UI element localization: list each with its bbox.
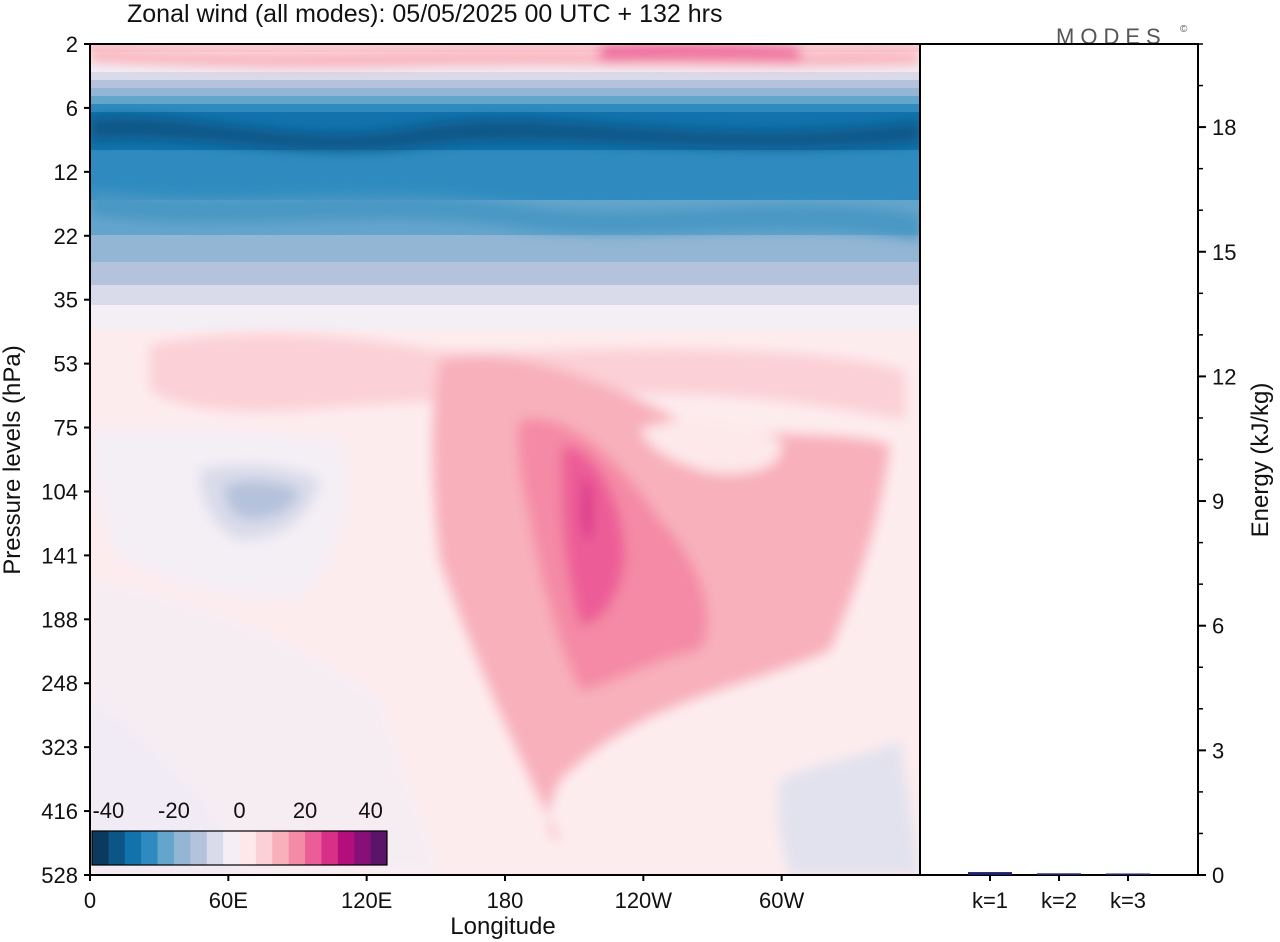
energy-tick-label: 12 [1212,364,1236,389]
pressure-tick-label: 22 [54,224,78,249]
longitude-axis: 0 60E 120E 180 120W 60W [84,875,805,913]
longitude-tick-label: 120W [615,888,673,913]
colorbar-swatch [124,831,142,865]
colorbar-swatch [108,831,126,865]
energy-axis-label: Energy (kJ/kg) [1247,383,1274,538]
pressure-tick-label: 141 [41,543,78,568]
colorbar: -40 -20 0 20 40 [91,798,388,866]
y-axis-label: Pressure levels (hPa) [0,345,26,574]
colorbar-swatch [288,831,306,865]
colorbar-label: 40 [358,798,382,823]
colorbar-swatch [321,831,339,865]
longitude-tick-label: 120E [341,888,392,913]
colorbar-label: -20 [158,798,190,823]
energy-bars [968,872,1150,875]
pressure-tick-label: 104 [41,479,78,504]
colorbar-swatch [305,831,322,865]
pressure-tick-label: 12 [54,160,78,185]
longitude-tick-label: 60W [759,888,804,913]
energy-bar [1037,873,1081,875]
pressure-tick-label: 528 [41,863,78,888]
longitude-tick-label: 60E [209,888,248,913]
mode-labels: k=1 k=2 k=3 [972,875,1146,913]
energy-tick-label: 9 [1212,489,1224,514]
energy-tick-label: 3 [1212,738,1224,763]
logo-mark: © [1180,24,1188,35]
pressure-tick-label: 53 [54,352,78,377]
colorbar-label: 20 [293,798,317,823]
colorbar-swatch [239,831,257,865]
colorbar-swatch [223,831,240,865]
colorbar-label: -40 [92,798,124,823]
mode-label: k=1 [972,888,1008,913]
mode-label: k=3 [1110,888,1146,913]
colorbar-swatch [272,831,290,865]
pressure-axis: 2 6 12 22 35 53 75 104 141 188 248 323 416 528 [41,32,90,888]
colorbar-swatch [141,831,158,865]
pressure-tick-label: 75 [54,416,78,441]
pressure-tick-label: 248 [41,671,78,696]
chart-title: Zonal wind (all modes): 05/05/2025 00 UT… [127,0,722,28]
x-axis-label: Longitude [450,913,555,940]
pressure-tick-label: 416 [41,799,78,824]
energy-tick-label: 18 [1212,115,1236,140]
energy-bar [968,872,1012,875]
energy-tick-label: 0 [1212,863,1224,888]
colorbar-swatch [255,831,273,865]
energy-tick-label: 15 [1212,240,1236,265]
colorbar-swatch [157,831,175,865]
colorbar-label: 0 [233,798,245,823]
longitude-tick-label: 180 [487,888,524,913]
longitude-tick-label: 0 [84,888,96,913]
energy-tick-label: 6 [1212,614,1224,639]
pressure-tick-label: 323 [41,735,78,760]
pressure-tick-label: 6 [66,96,78,121]
zonal-wind-heatmap [90,44,920,875]
colorbar-swatch [206,831,224,865]
colorbar-swatch [92,831,109,865]
colorbar-swatch [370,831,388,865]
energy-bar [1106,873,1150,875]
energy-axis: 0 3 6 9 12 15 18 [1198,43,1236,888]
colorbar-swatch [190,831,208,865]
pressure-tick-label: 35 [54,288,78,313]
colorbar-swatch [173,831,191,865]
pressure-tick-label: 2 [66,32,78,57]
colorbar-swatch [337,831,355,865]
pressure-tick-label: 188 [41,607,78,632]
energy-panel-frame [919,43,1199,876]
colorbar-swatch [354,831,372,865]
mode-label: k=2 [1041,888,1077,913]
